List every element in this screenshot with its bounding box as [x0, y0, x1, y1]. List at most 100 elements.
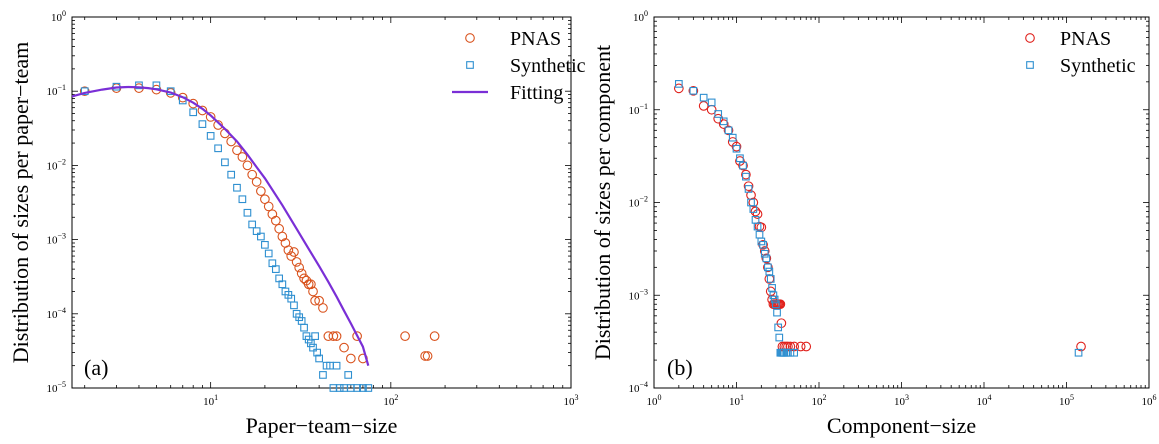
- y-tick-label: 100: [633, 9, 648, 24]
- synthetic-point: [271, 265, 280, 273]
- pnas-point: [165, 88, 176, 98]
- y-tick-label: 10−3: [46, 232, 66, 247]
- synthetic-point: [221, 158, 229, 167]
- synthetic-point: [198, 120, 207, 128]
- pnas-point: [306, 279, 316, 290]
- synthetic-point: [243, 208, 252, 217]
- pnas-point: [743, 181, 754, 192]
- x-tick-label: 103: [894, 393, 909, 408]
- legend-pnas-label: PNAS: [510, 28, 561, 50]
- pnas-point: [291, 257, 302, 267]
- pnas-point: [731, 141, 742, 152]
- synthetic-point: [732, 144, 741, 153]
- panel-a-scatter-chart: 101 102 103 10−5 10−4 10−3 10−2 10−1 100 (a) Pap…: [8, 9, 586, 438]
- panel-a-label: (a): [84, 355, 108, 380]
- synthetic-point: [768, 284, 776, 292]
- pnas-point: [267, 209, 278, 220]
- panel-b-ticks: 100 101 102 103 104 105 106 10−4 10−3 10−2 10−1 100: [628, 9, 1156, 408]
- synthetic-point: [364, 384, 373, 392]
- x-tick-label: 102: [383, 393, 398, 408]
- pnas-point: [688, 85, 699, 96]
- synthetic-point: [764, 263, 772, 272]
- pnas-point: [256, 186, 266, 196]
- pnas-point: [263, 201, 274, 212]
- pnas-point: [775, 299, 786, 310]
- synthetic-point: [775, 333, 784, 342]
- pnas-point: [718, 119, 729, 129]
- panel-a-marks: [71, 81, 440, 392]
- pnas-point: [310, 295, 320, 306]
- synthetic-point: [353, 384, 361, 392]
- synthetic-point: [252, 227, 261, 235]
- synthetic-point: [755, 230, 764, 239]
- pnas-point: [761, 253, 772, 264]
- synthetic-point: [762, 254, 771, 263]
- synthetic-point: [707, 98, 716, 107]
- legend-synthetic-label: Synthetic: [510, 55, 586, 77]
- pnas-point: [270, 215, 281, 226]
- legend-synthetic-marker: [1026, 61, 1034, 69]
- fitting-line: [71, 85, 370, 367]
- synthetic-point: [769, 291, 778, 300]
- synthetic-point: [248, 220, 257, 229]
- y-tick-label: 10−3: [628, 287, 648, 302]
- pnas-point: [237, 152, 248, 162]
- pnas-point: [741, 169, 751, 180]
- synthetic-point: [238, 195, 247, 204]
- panel-a-ticks: 101 102 103 10−5 10−4 10−3 10−2 10−1 100: [46, 9, 578, 408]
- y-tick-label: 10−1: [628, 102, 648, 117]
- synthetic-point: [719, 117, 728, 126]
- pnas-point: [748, 197, 759, 208]
- synthetic-point: [773, 308, 781, 317]
- synthetic-point: [189, 108, 198, 117]
- pnas-point: [232, 145, 242, 156]
- synthetic-point: [233, 183, 241, 192]
- panel-b-label: (b): [667, 355, 693, 380]
- panel-b-scatter-chart: 100 101 102 103 104 105 10610−410−310−210−1100…: [590, 9, 1157, 438]
- synthetic-point: [227, 170, 236, 179]
- pnas-point: [328, 331, 339, 341]
- synthetic-point: [689, 86, 698, 95]
- x-tick-label: 105: [1059, 393, 1074, 408]
- pnas-point: [331, 331, 342, 341]
- synthetic-point: [674, 80, 683, 88]
- pnas-point: [177, 92, 188, 103]
- synthetic-point: [765, 267, 774, 276]
- pnas-point: [197, 105, 208, 116]
- synthetic-point: [278, 280, 287, 289]
- pnas-point: [251, 177, 262, 187]
- pnas-point: [795, 341, 806, 352]
- pnas-point: [763, 262, 773, 273]
- pnas-point: [296, 268, 307, 279]
- y-tick-label: 10−4: [46, 306, 66, 321]
- pnas-point: [308, 286, 318, 297]
- legend-synthetic-label: Synthetic: [1060, 55, 1136, 77]
- synthetic-point: [309, 343, 317, 352]
- legend-pnas-marker: [1025, 33, 1035, 43]
- legend-pnas-label: PNAS: [1060, 28, 1111, 50]
- pnas-point: [352, 331, 362, 341]
- pnas-point: [673, 83, 684, 94]
- x-tick-label: 104: [977, 393, 992, 408]
- panel-a-legend: PNAS Synthetic Fitting: [452, 28, 586, 104]
- panel-b-y-axis-label: Distribution of sizes per component: [590, 45, 615, 360]
- x-tick-label: 103: [564, 393, 579, 408]
- synthetic-point: [135, 81, 143, 90]
- synthetic-point: [774, 323, 783, 332]
- pnas-point: [400, 331, 410, 341]
- y-tick-label: 10−2: [46, 157, 66, 172]
- pnas-point: [205, 112, 216, 122]
- pnas-point: [277, 231, 288, 242]
- y-tick-label: 10−2: [628, 195, 648, 210]
- pnas-point: [752, 209, 763, 219]
- synthetic-point: [749, 205, 758, 213]
- y-tick-label: 10−4: [628, 380, 648, 395]
- pnas-point: [1076, 341, 1086, 352]
- synthetic-point: [214, 144, 222, 153]
- pnas-point: [188, 98, 199, 109]
- panel-a-x-axis-label: Paper−team−size: [246, 413, 398, 438]
- pnas-point: [318, 303, 328, 313]
- y-tick-label: 10−5: [46, 380, 66, 395]
- synthetic-point: [699, 93, 708, 102]
